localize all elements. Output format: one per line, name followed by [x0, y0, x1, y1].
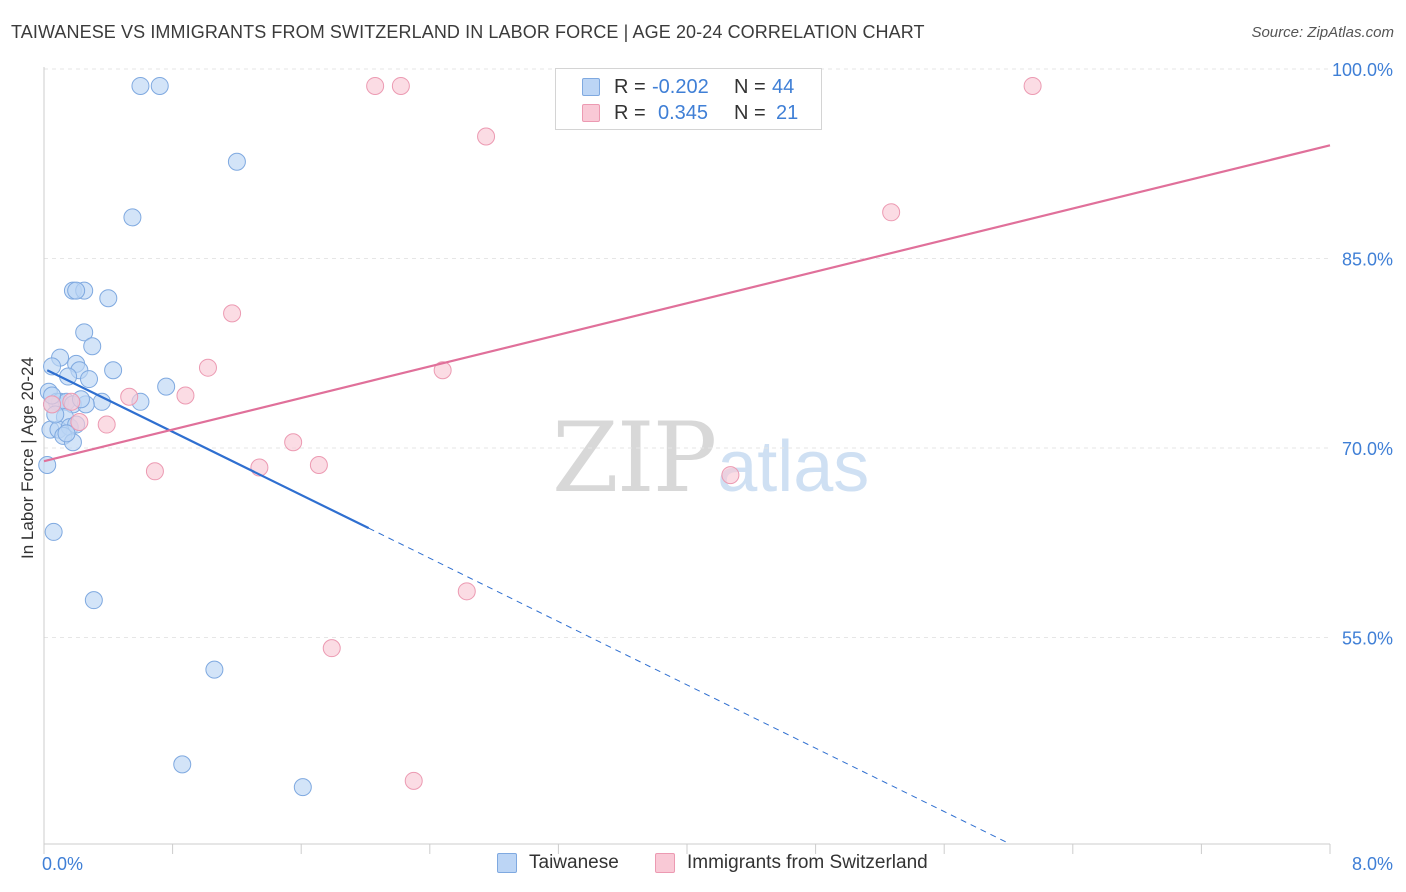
swiss-point — [721, 466, 740, 485]
bottom-legend-swatch-taiwanese — [497, 853, 517, 873]
swiss-point — [391, 76, 410, 95]
taiwanese-point — [293, 778, 312, 797]
legend-r-value: -0.202 — [652, 76, 709, 98]
swiss-point — [70, 413, 89, 432]
swiss-point — [62, 392, 81, 411]
taiwanese-point — [104, 361, 123, 380]
x-tick-label: 0.0% — [42, 854, 83, 874]
swiss-point — [145, 462, 164, 481]
bottom-legend-label: Taiwanese — [529, 852, 619, 873]
legend-n-label: N = — [734, 76, 766, 98]
legend-n-value: 21 — [776, 102, 799, 124]
taiwanese-point — [123, 208, 142, 227]
swiss-point — [1023, 76, 1042, 95]
swiss-point — [309, 455, 328, 474]
taiwanese-point — [44, 522, 63, 541]
swiss-trend-line — [43, 144, 1331, 463]
taiwanese-point — [150, 76, 169, 95]
taiwanese-point — [83, 337, 102, 356]
x-tick-label: 8.0% — [1352, 854, 1393, 874]
legend-r-label: R = — [614, 76, 646, 98]
swiss-point — [433, 361, 452, 380]
swiss-point — [120, 387, 139, 406]
y-axis-label: In Labor Force | Age 20-24 — [18, 357, 37, 559]
taiwanese-point — [131, 76, 150, 95]
legend-r-label: R = — [614, 102, 646, 124]
taiwanese-point — [173, 755, 192, 774]
legend-n-value: 44 — [772, 76, 795, 98]
swiss-point — [882, 203, 901, 222]
legend-row-swiss: R = 0.345 N = 21 — [556, 101, 821, 129]
bottom-legend-swatch-swiss — [655, 853, 675, 873]
swiss-point — [404, 771, 423, 790]
stats-legend: R = -0.202 N = 44 R = 0.345 N = 21 — [555, 68, 822, 130]
swiss-point — [322, 639, 341, 658]
swiss-point — [176, 386, 195, 405]
taiwanese-point — [57, 424, 76, 443]
swiss-point — [43, 395, 62, 414]
legend-row-taiwanese: R = -0.202 N = 44 — [556, 75, 821, 103]
taiwanese-point — [38, 455, 57, 474]
swiss-point — [97, 415, 116, 434]
y-tick-label: 85.0% — [1342, 249, 1393, 269]
swiss-point — [284, 433, 303, 452]
chart-title: TAIWANESE VS IMMIGRANTS FROM SWITZERLAND… — [11, 22, 925, 42]
y-tick-label: 70.0% — [1342, 439, 1393, 459]
taiwanese-point — [157, 377, 176, 396]
legend-r-value: 0.345 — [658, 102, 709, 124]
taiwanese-point — [205, 660, 224, 679]
legend-swatch-swiss — [582, 104, 600, 122]
watermark: ZIPatlas — [552, 402, 869, 514]
taiwanese-point — [80, 370, 99, 389]
swiss-point — [223, 304, 242, 323]
legend-swatch-taiwanese — [582, 78, 600, 96]
taiwanese-point — [84, 591, 103, 610]
watermark-atlas: atlas — [717, 427, 870, 507]
taiwanese-point — [227, 152, 246, 171]
bottom-legend-taiwanese: Taiwanese — [497, 851, 647, 877]
swiss-point — [457, 582, 476, 601]
bottom-legend-label: Immigrants from Switzerland — [687, 852, 928, 873]
legend-n-label: N = — [734, 102, 766, 124]
taiwanese-point — [99, 289, 118, 308]
taiwanese-point — [75, 323, 94, 342]
y-tick-label: 100.0% — [1332, 60, 1393, 80]
taiwanese-trend-line — [46, 369, 370, 530]
swiss-point — [366, 76, 385, 95]
swiss-point — [198, 358, 217, 377]
swiss-point — [477, 127, 496, 146]
taiwanese-point — [67, 281, 86, 300]
watermark-zip: ZIP — [552, 402, 717, 514]
taiwanese-trend-line-extension — [368, 527, 1011, 845]
source-credit: Source: ZipAtlas.com — [1251, 24, 1394, 41]
y-tick-label: 55.0% — [1342, 628, 1393, 648]
bottom-legend-swiss: Immigrants from Switzerland — [655, 851, 955, 877]
